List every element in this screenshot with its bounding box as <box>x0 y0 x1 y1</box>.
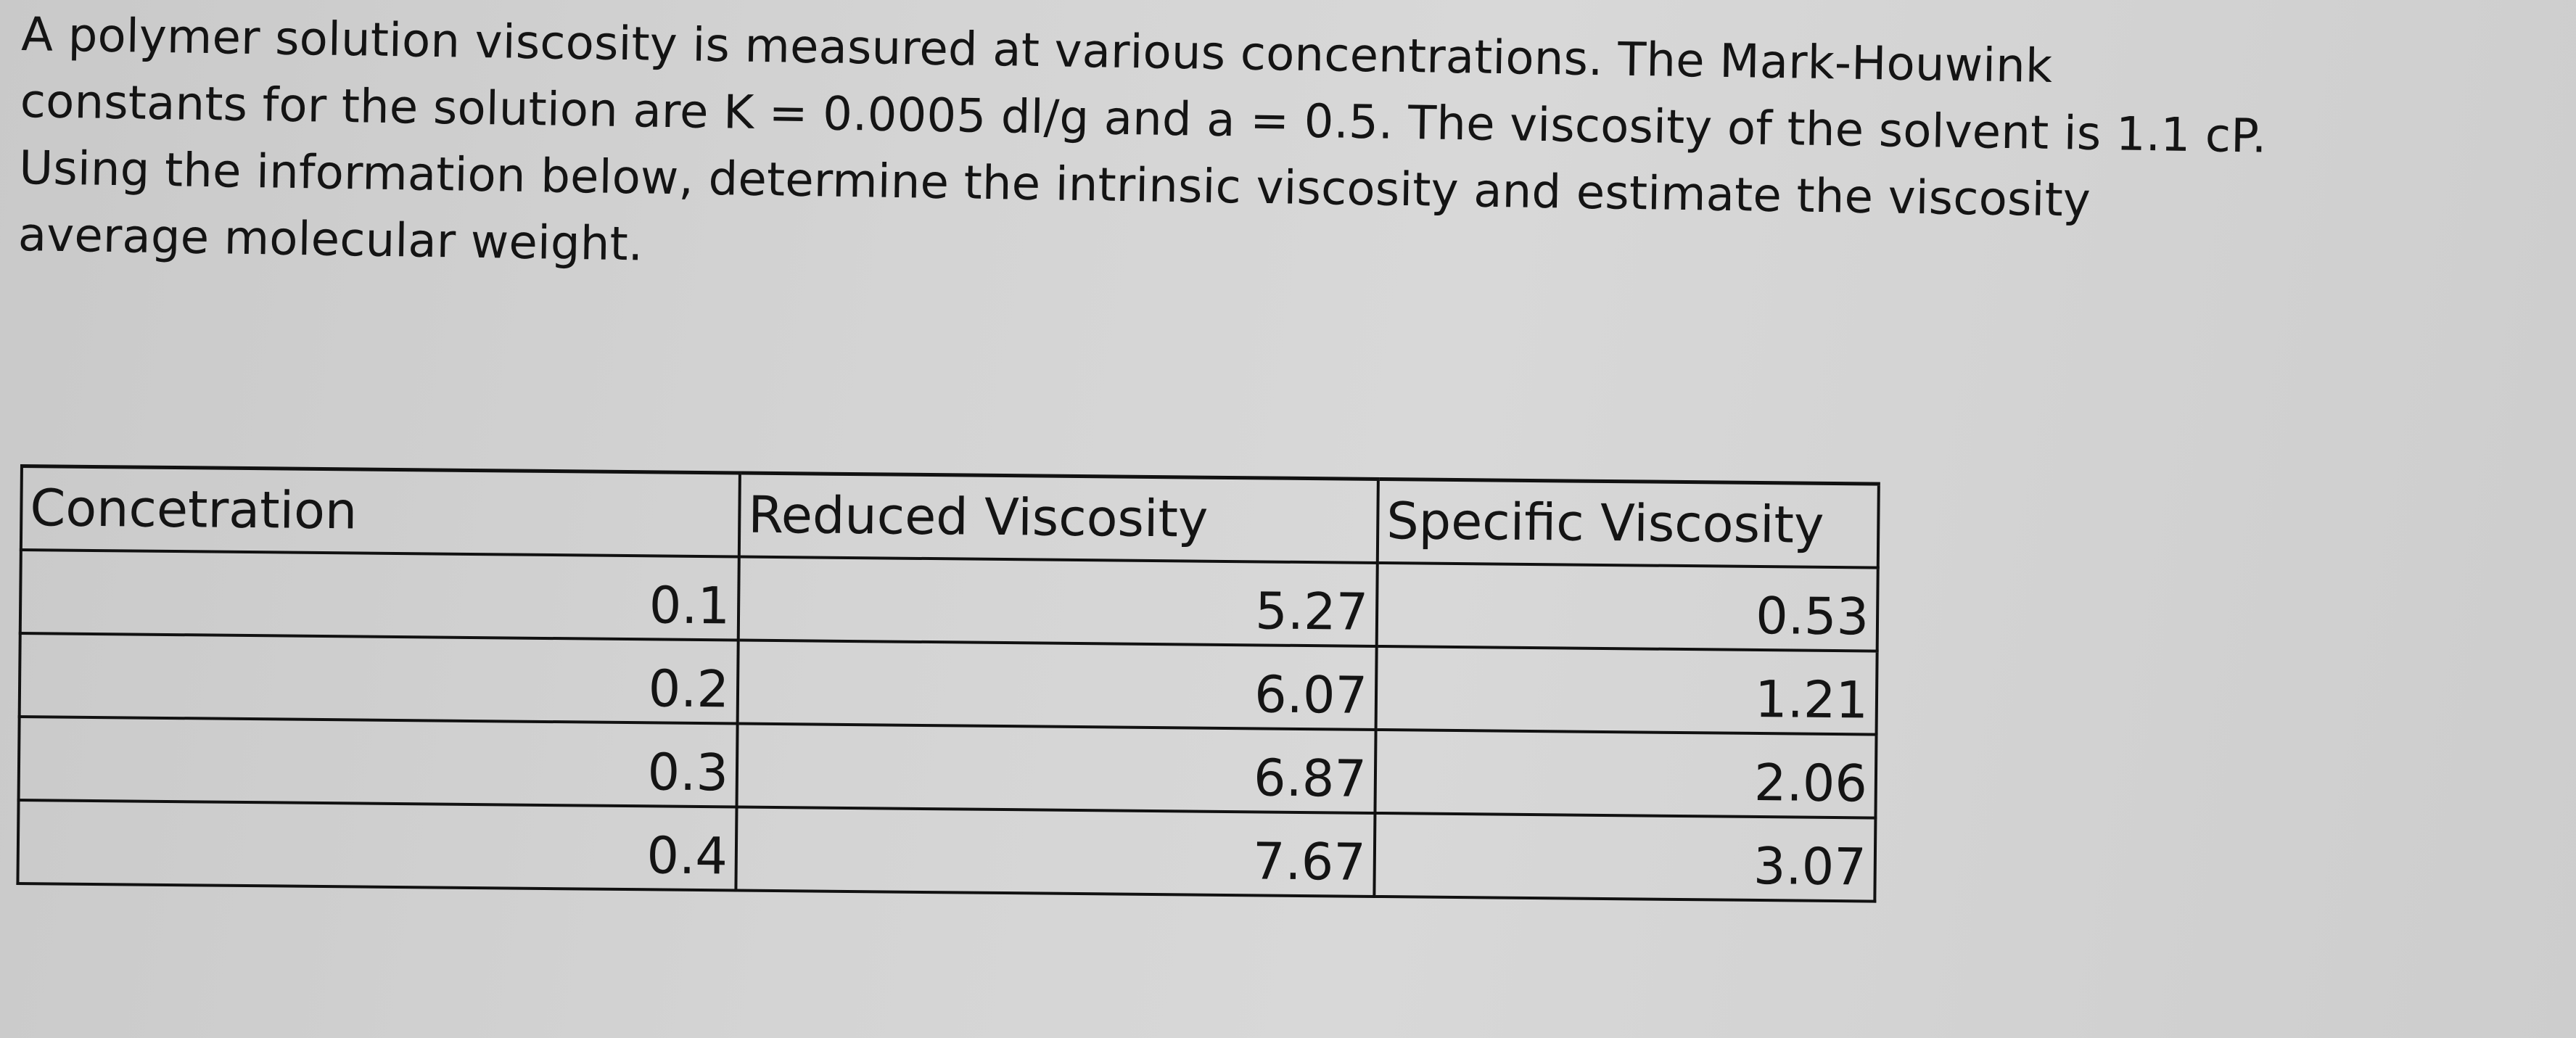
concentration-cell: 0.2 <box>19 633 738 724</box>
viscosity-data-table: Concetration Reduced Viscosity Specific … <box>16 464 1880 902</box>
reduced-viscosity-cell: 6.07 <box>737 640 1377 730</box>
specific-viscosity-cell: 0.53 <box>1376 562 1878 651</box>
concentration-cell: 0.3 <box>18 716 738 807</box>
specific-viscosity-cell: 2.06 <box>1375 729 1877 818</box>
concentration-cell: 0.4 <box>17 799 737 890</box>
column-header-concentration: Concetration <box>20 466 740 557</box>
column-header-reduced-viscosity: Reduced Viscosity <box>738 473 1378 563</box>
specific-viscosity-cell: 3.07 <box>1374 812 1876 902</box>
specific-viscosity-cell: 1.21 <box>1375 646 1877 735</box>
reduced-viscosity-cell: 5.27 <box>738 556 1378 646</box>
problem-statement: A polymer solution viscosity is measured… <box>17 1 2531 308</box>
reduced-viscosity-cell: 7.67 <box>736 807 1375 897</box>
table-row: 0.4 7.67 3.07 <box>17 799 1876 902</box>
concentration-cell: 0.1 <box>20 549 739 640</box>
column-header-specific-viscosity: Specific Viscosity <box>1377 479 1879 568</box>
reduced-viscosity-cell: 6.87 <box>736 723 1376 813</box>
